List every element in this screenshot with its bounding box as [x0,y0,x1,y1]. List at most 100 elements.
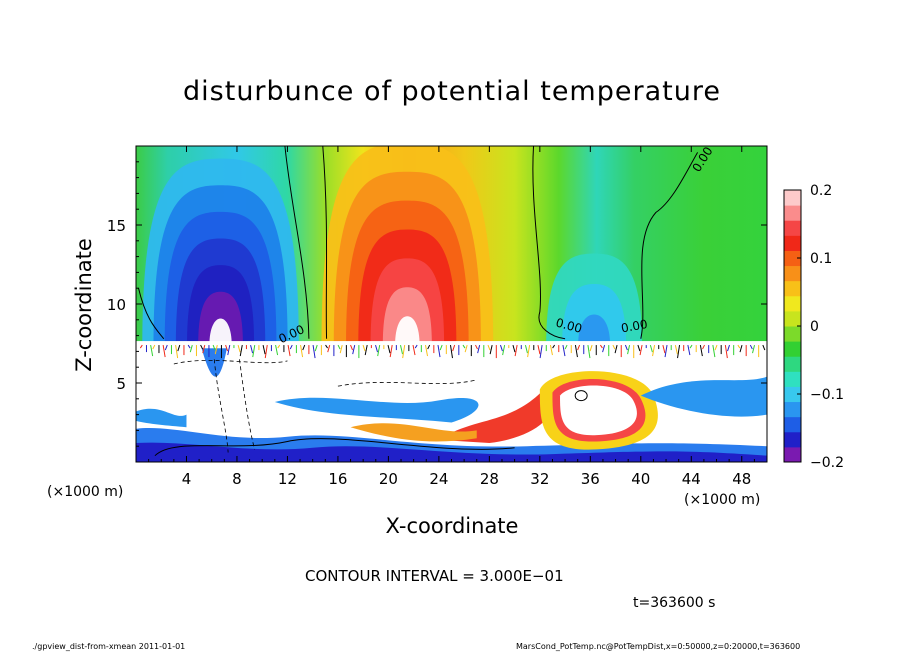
warm-plume-level [382,287,432,346]
negative-contour [213,359,229,453]
colorbar-frame [783,189,802,463]
turbulence-stroke [464,344,468,353]
turbulence-stroke [362,344,366,352]
turbulence-stroke [714,344,718,351]
turbulence-stroke [564,344,568,350]
plot-frame [135,145,768,463]
turbulence-stroke [239,344,243,357]
turbulence-stroke [549,344,553,356]
turbulence-stroke [639,344,643,356]
turbulence-stroke [502,344,506,356]
cool-region-level [546,253,643,346]
turbulence-stroke [762,344,766,351]
turbulence-stroke [674,344,678,355]
contour-line [284,146,310,339]
colorbar-swatch [784,295,801,312]
x-tick-label: 20 [379,470,398,488]
turbulence-stroke [752,344,755,354]
y-axis-label: Z-coordinate [72,238,96,372]
turbulence-stroke [139,344,143,349]
warm-plume-level [370,258,445,346]
boundary-layer-band [552,378,646,442]
turbulence-stroke [652,344,656,357]
turbulence-stroke [449,345,453,359]
turbulence-stroke [225,344,229,352]
colorbar-swatch [784,265,801,282]
negative-contour [337,379,477,387]
turbulence-stroke [200,344,204,350]
x-unit-label-right: (×1000 m) [684,492,761,508]
contour-label: 0.00 [690,144,716,174]
colorbar-tick-label: 0 [810,319,819,335]
turbulence-stroke [664,344,668,358]
colorbar-swatch [784,341,801,357]
warm-plume-level [333,171,481,346]
turbulence-stroke [489,344,493,355]
contour-lines [138,146,699,457]
turbulence-stroke [152,344,156,350]
turbulence-stroke [514,344,518,357]
turbulence-stroke [699,344,703,357]
turbulence-stroke [589,344,593,352]
colorbar-swatch [784,401,801,418]
boundary-layer-band [136,442,767,462]
turbulence-stroke [439,344,443,351]
turbulence-stroke [302,344,306,351]
boundary-layer-band [274,397,479,423]
turbulence-stroke [552,344,556,349]
x-tick-label: 24 [429,470,448,488]
cold-plume-level [142,158,299,346]
turbulence-stroke [227,344,231,356]
colorbar-swatch [784,371,801,387]
footer-data-source: MarsCond_PotTemp.nc@PotTempDist,x=0:5000… [516,642,801,651]
contour-line [532,146,566,340]
field-background [136,146,767,462]
cold-plume-level [187,265,255,346]
turbulence-stroke [277,344,281,349]
turbulence-stroke [512,344,516,353]
x-tick-label: 44 [682,470,701,488]
y-tick-label: 5 [116,375,126,393]
x-unit-label-left: (×1000 m) [47,484,124,500]
turbulence-stroke [150,344,154,357]
contour-label: 0.00 [276,322,306,346]
turbulence-stroke [327,344,331,353]
colorbar-swatch [784,280,801,297]
turbulence-stroke [162,344,166,358]
turbulence-stroke [425,344,428,357]
turbulence-stroke [587,345,591,359]
turbulence-stroke [250,344,254,354]
contour-line [154,438,515,457]
turbulence-stroke [262,344,266,355]
colorbar-swatch [784,235,801,251]
turbulence-stroke [487,344,491,351]
x-tick-label: 12 [278,470,297,488]
contour-line [574,390,588,402]
negative-contours [173,359,477,453]
turbulence-stroke [414,344,418,349]
cool-region-level [578,314,611,346]
turbulence-stroke [724,345,728,359]
colorbar-swatch [784,386,801,403]
colorbar-swatch [784,356,801,372]
turbulence-stroke [352,344,356,355]
y-tick-label: 15 [107,217,126,235]
x-tick-label: 16 [328,470,347,488]
warm-plume-level [321,146,494,346]
turbulence-stroke [477,344,481,354]
colorbar-tick-label: 0.1 [810,251,832,267]
time-label: t=363600 s [633,595,716,611]
contour-interval-note: CONTOUR INTERVAL = 3.000E−01 [305,567,564,585]
turbulence-stroke [437,344,441,358]
turbulence-stroke [387,344,391,354]
cold-plume-level [164,211,277,346]
turbulence-stroke [164,344,168,351]
colorbar-swatch [784,431,801,448]
negative-contour [239,359,256,450]
boundary-layer-band [539,371,658,450]
footer-script-info: ./gpview_dist-from-xmean 2011-01-01 [32,642,186,651]
turbulence-stroke [577,344,581,351]
turbulence-stroke [539,345,543,359]
warm-plume-level [395,316,420,346]
turbulence-stroke [314,344,318,352]
